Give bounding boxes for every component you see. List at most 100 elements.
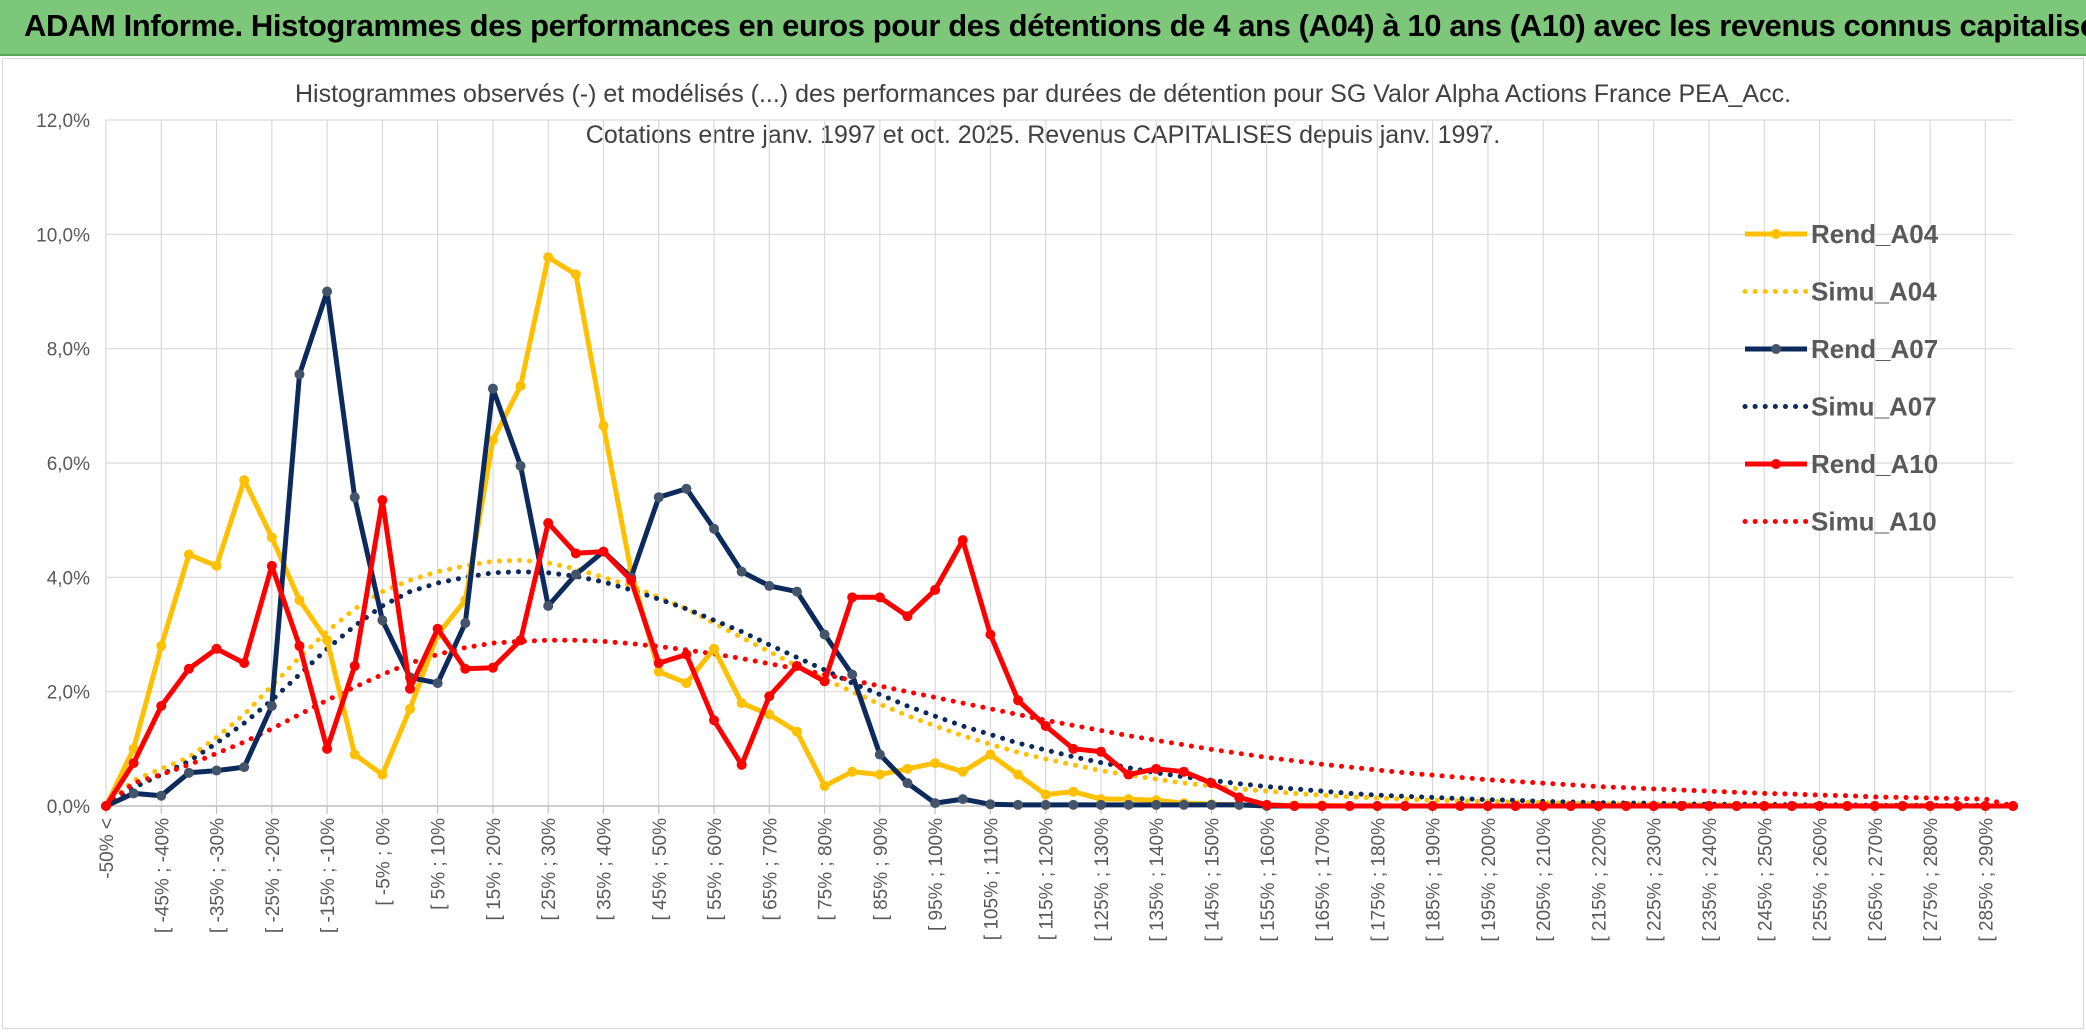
data-point xyxy=(681,678,692,689)
data-point xyxy=(1455,801,1466,811)
page-title: ADAM Informe. Histogrammes des performan… xyxy=(24,8,2086,43)
data-point xyxy=(819,780,830,791)
legend-item-simu-a04[interactable]: Simu_A04 xyxy=(1742,277,1937,307)
data-point xyxy=(930,758,941,769)
legend-marker xyxy=(1771,459,1781,469)
data-point xyxy=(183,549,194,560)
data-point xyxy=(128,758,139,769)
legend-item-simu-a07[interactable]: Simu_A07 xyxy=(1742,392,1937,422)
x-tick-label: [ 215% ; 220% xyxy=(1589,818,1610,942)
legend[interactable]: Rend_A04 Simu_A04 Rend_A07 Simu_A07 Rend_A10… xyxy=(1742,219,1939,537)
data-point xyxy=(1151,763,1162,774)
data-point xyxy=(791,660,802,671)
data-point xyxy=(570,548,581,559)
data-point xyxy=(128,788,139,799)
data-point xyxy=(1013,695,1024,706)
y-tick-label: 2,0% xyxy=(47,683,90,704)
legend-item-rend-a04[interactable]: Rend_A04 xyxy=(1745,219,1939,249)
data-point xyxy=(902,778,913,789)
legend-item-rend-a07[interactable]: Rend_A07 xyxy=(1745,334,1938,364)
data-point xyxy=(570,269,581,280)
data-point xyxy=(847,592,858,603)
data-point xyxy=(957,535,968,546)
x-tick-label: [ -25% ; -20% xyxy=(263,818,284,933)
x-tick-label: [ 265% ; 270% xyxy=(1866,818,1887,942)
data-point xyxy=(1123,799,1134,810)
line-chart: Histogrammes observés (-) et modélisés (… xyxy=(36,80,2018,942)
data-point xyxy=(985,749,996,760)
data-point xyxy=(1068,743,1079,754)
x-tick-label: [ 155% ; 160% xyxy=(1258,818,1279,942)
data-point xyxy=(543,600,554,611)
data-point xyxy=(183,663,194,674)
data-point xyxy=(349,492,360,503)
data-point xyxy=(1040,720,1051,731)
data-point xyxy=(1510,801,1521,811)
data-point xyxy=(1731,801,1742,811)
data-point xyxy=(1289,801,1300,811)
data-point xyxy=(1842,801,1853,811)
data-point xyxy=(1399,801,1410,811)
data-point xyxy=(1317,801,1328,811)
data-point xyxy=(156,640,167,651)
data-point xyxy=(1676,801,1687,811)
data-point xyxy=(570,569,581,580)
data-point xyxy=(266,532,277,543)
data-point xyxy=(764,709,775,720)
legend-marker xyxy=(1771,229,1781,239)
data-point xyxy=(487,383,498,394)
data-point xyxy=(239,658,250,669)
data-point xyxy=(791,726,802,737)
y-tick-label: 12,0% xyxy=(36,111,90,132)
series-rend-a10 xyxy=(101,495,2018,811)
data-point xyxy=(819,676,830,687)
data-point xyxy=(598,420,609,431)
data-point xyxy=(1206,778,1217,789)
data-point xyxy=(1593,801,1604,811)
data-point xyxy=(681,483,692,494)
x-tick-label: [ 165% ; 170% xyxy=(1313,818,1334,942)
data-point xyxy=(322,743,333,754)
series-line xyxy=(103,637,2016,809)
series-simu-a07 xyxy=(103,569,2016,809)
data-point xyxy=(1869,801,1880,811)
x-tick-label: [ 75% ; 80% xyxy=(816,818,837,921)
x-tick-label: [ 35% ; 40% xyxy=(594,818,615,921)
y-tick-label: 8,0% xyxy=(47,340,90,361)
chart-title-line1: Histogrammes observés (-) et modélisés (… xyxy=(295,80,1791,108)
data-point xyxy=(1482,801,1493,811)
data-point xyxy=(764,691,775,702)
data-point xyxy=(930,584,941,595)
data-point xyxy=(211,560,222,571)
data-point xyxy=(1372,801,1383,811)
chart-title-line2: Cotations entre janv. 1997 et oct. 2025.… xyxy=(586,121,1500,149)
data-point xyxy=(709,523,720,534)
data-point xyxy=(1151,799,1162,810)
x-tick-label: [ 205% ; 210% xyxy=(1534,818,1555,942)
data-point xyxy=(874,749,885,760)
data-point xyxy=(377,495,388,506)
data-point xyxy=(874,769,885,780)
x-tick-label: [ 225% ; 230% xyxy=(1645,818,1666,942)
data-point xyxy=(1095,746,1106,757)
data-point xyxy=(1234,799,1245,810)
data-point xyxy=(1703,801,1714,811)
x-tick-label: [ 25% ; 30% xyxy=(539,818,560,921)
data-point xyxy=(460,618,471,629)
legend-item-rend-a10[interactable]: Rend_A10 xyxy=(1745,449,1938,479)
legend-label: Rend_A10 xyxy=(1811,449,1938,479)
x-tick-label: [ 245% ; 250% xyxy=(1755,818,1776,942)
data-point xyxy=(985,799,996,810)
x-tick-label: [ 195% ; 200% xyxy=(1479,818,1500,942)
data-point xyxy=(294,640,305,651)
data-point xyxy=(405,683,416,694)
x-tick-label: [ 285% ; 290% xyxy=(1976,818,1997,942)
data-point xyxy=(211,643,222,654)
data-point xyxy=(985,629,996,640)
legend-item-simu-a10[interactable]: Simu_A10 xyxy=(1742,507,1937,537)
data-point xyxy=(239,475,250,486)
data-point xyxy=(1925,801,1936,811)
data-point xyxy=(1427,801,1438,811)
data-point xyxy=(1565,801,1576,811)
series-simu-a04 xyxy=(103,557,2016,809)
